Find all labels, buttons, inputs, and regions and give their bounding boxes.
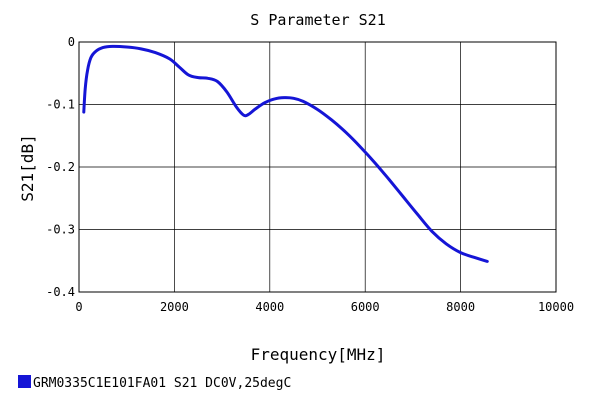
legend-swatch	[18, 375, 31, 388]
x-axis-label: Frequency[MHz]	[251, 345, 386, 364]
grid-lines	[79, 42, 556, 292]
y-tick-label: -0.3	[46, 223, 75, 237]
y-tick-label: -0.4	[46, 285, 75, 299]
legend-label: GRM0335C1E101FA01 S21 DC0V,25degC	[33, 376, 291, 391]
x-tick-labels: 0 2000 4000 6000 8000 10000	[75, 300, 574, 314]
x-tick-label: 4000	[255, 300, 284, 314]
x-tick-label: 10000	[538, 300, 574, 314]
x-tick-label: 2000	[160, 300, 189, 314]
x-tick-label: 0	[75, 300, 82, 314]
chart-title: S Parameter S21	[250, 11, 385, 29]
y-tick-label: -0.1	[46, 98, 75, 112]
y-tick-label: 0	[68, 35, 75, 49]
y-axis-label: S21[dB]	[18, 134, 37, 201]
series-line-s21	[82, 44, 489, 263]
plot-frame	[78, 41, 557, 293]
x-tick-label: 6000	[351, 300, 380, 314]
y-tick-label: -0.2	[46, 160, 75, 174]
x-tick-label: 8000	[446, 300, 475, 314]
y-tick-labels: 0 -0.1 -0.2 -0.3 -0.4	[46, 35, 75, 299]
